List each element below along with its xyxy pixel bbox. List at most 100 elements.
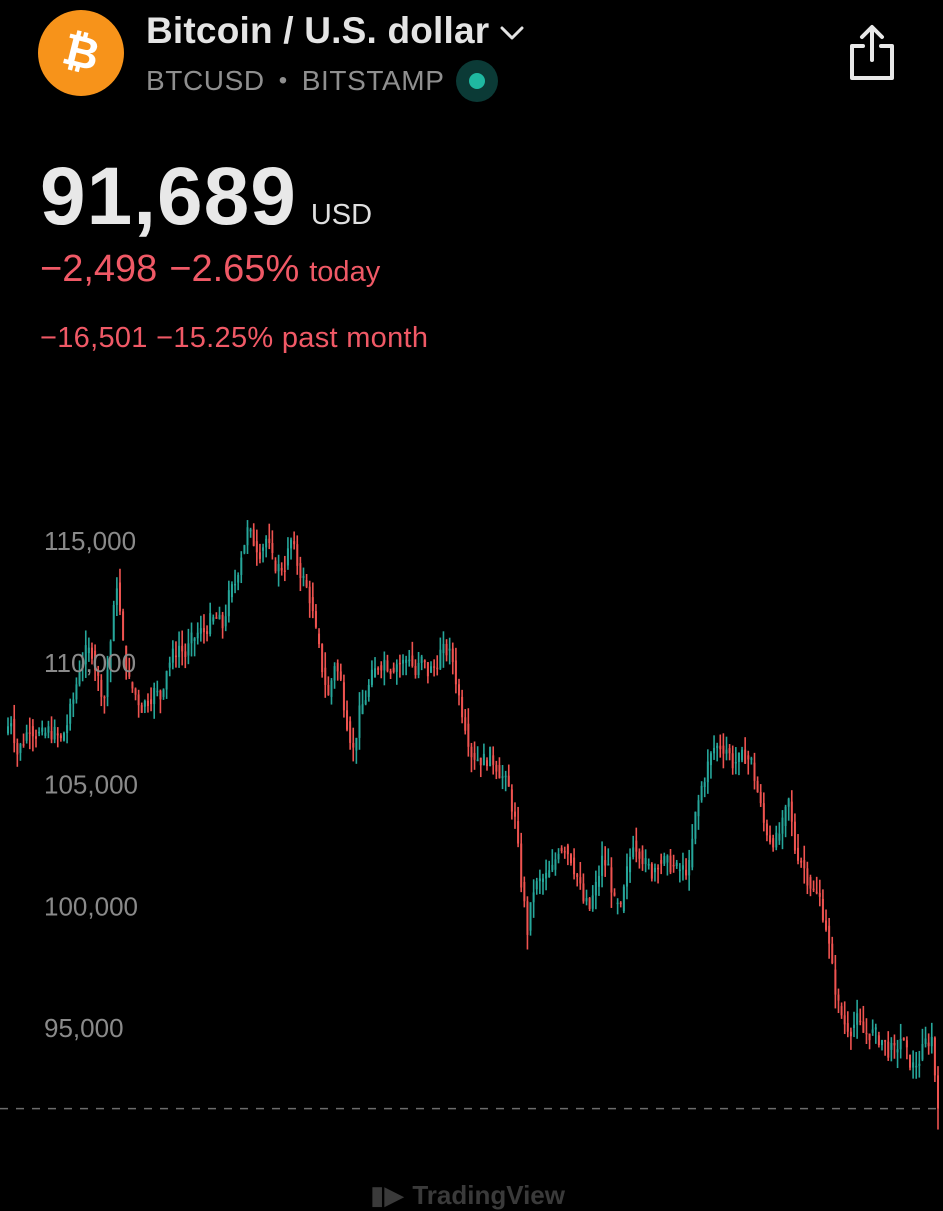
candle (594, 870, 597, 910)
candle-body (734, 761, 737, 764)
candle-body (638, 851, 641, 859)
candle (579, 861, 582, 890)
candle-body (722, 745, 725, 754)
candle-body (464, 717, 467, 731)
candle (728, 744, 731, 761)
candle-body (153, 687, 156, 705)
candle-body (66, 725, 69, 734)
candle-body (193, 638, 196, 641)
candle (53, 719, 56, 744)
candle-body (663, 856, 666, 864)
candle (237, 572, 240, 591)
price-chart[interactable]: 115,000 110,000 105,000 100,000 95,000 (0, 490, 943, 1200)
share-icon[interactable] (846, 24, 898, 82)
candle (97, 665, 100, 691)
candle-body (143, 700, 146, 707)
candle-body (414, 665, 417, 676)
candle-body (613, 892, 616, 896)
candle-body (258, 552, 261, 559)
candle (181, 630, 184, 666)
candle (657, 864, 660, 884)
candle-body (877, 1035, 880, 1046)
candle (100, 674, 103, 707)
candle-body (551, 864, 554, 871)
candle-body (930, 1036, 933, 1047)
candle-body (719, 745, 722, 750)
candle (694, 811, 697, 845)
candle-body (140, 705, 143, 713)
candlestick-chart[interactable]: 115,000 110,000 105,000 100,000 95,000 (0, 490, 943, 1200)
candle (333, 662, 336, 689)
symbol-selector[interactable]: Bitcoin / U.S. dollar (146, 10, 525, 52)
candle (576, 873, 579, 887)
candle-body (741, 749, 744, 761)
candle-body (174, 655, 177, 658)
candle-body (517, 821, 520, 844)
ticker-symbol: BTCUSD (146, 65, 265, 96)
candle-body (367, 684, 370, 697)
candle (66, 714, 69, 744)
candle-body (467, 723, 470, 747)
candle (473, 741, 476, 770)
candle-body (548, 870, 551, 878)
candle-body (622, 886, 625, 912)
candle (725, 736, 728, 761)
candle-body (293, 541, 296, 545)
candle-body (137, 694, 140, 706)
candle-body (56, 733, 59, 736)
candle-body (793, 821, 796, 851)
candle-body (252, 529, 255, 546)
candle (109, 639, 112, 683)
candle-body (523, 881, 526, 902)
instrument-header: ₿ Bitcoin / U.S. dollar BTCUSD • BITSTAM… (0, 0, 943, 120)
candle (890, 1037, 893, 1062)
candle (461, 689, 464, 724)
candle-body (451, 648, 454, 662)
candle-body (560, 847, 563, 852)
y-axis-tick-label: 95,000 (44, 1013, 124, 1043)
candle (535, 877, 538, 895)
candle-body (461, 696, 464, 718)
candle (386, 654, 389, 673)
candle-body (206, 631, 209, 634)
candle-body (417, 662, 420, 676)
candle (613, 888, 616, 897)
candle (230, 581, 233, 603)
candle-body (563, 851, 566, 853)
candle-body (657, 867, 660, 870)
candle-body (355, 737, 358, 751)
candle-body (765, 823, 768, 836)
candle (402, 654, 405, 676)
candle-body (859, 1020, 862, 1023)
candle (13, 704, 16, 753)
candle (206, 625, 209, 642)
change-today-pct: −2.65% (169, 248, 300, 290)
candle-body (905, 1040, 908, 1048)
candle (224, 604, 227, 632)
candle (762, 792, 765, 832)
candle (134, 687, 137, 701)
candle-body (812, 888, 815, 891)
candle (72, 692, 75, 718)
candle (41, 720, 44, 736)
candle-body (336, 662, 339, 672)
candle (274, 557, 277, 574)
candle-body (230, 584, 233, 598)
candle-body (510, 789, 513, 812)
chevron-down-icon[interactable] (499, 19, 525, 43)
candle (346, 700, 349, 732)
candle (750, 756, 753, 765)
candle-body (165, 671, 168, 690)
candle-body (685, 869, 688, 876)
candle (691, 824, 694, 871)
candle (190, 622, 193, 657)
candle-body (22, 744, 25, 746)
candle-body (118, 582, 121, 612)
candle (709, 751, 712, 779)
candle-body (554, 859, 557, 870)
candle-body (909, 1054, 912, 1068)
candle (451, 642, 454, 675)
candle-body (146, 700, 149, 707)
candle-body (849, 1031, 852, 1037)
candle (809, 874, 812, 897)
